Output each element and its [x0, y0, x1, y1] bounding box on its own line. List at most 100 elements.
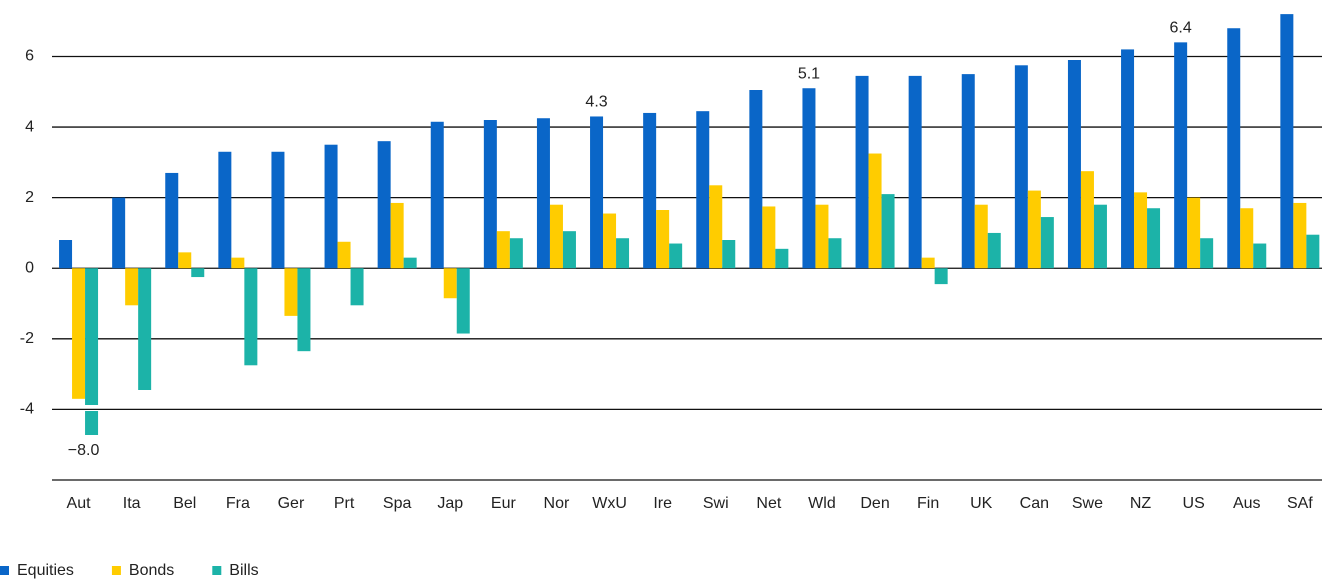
bar: [696, 111, 710, 269]
legend-swatch: [111, 566, 121, 575]
bar: [656, 210, 670, 269]
bar: [125, 268, 139, 306]
x-tick-label: Eur: [491, 495, 517, 512]
bar: [1253, 243, 1267, 269]
y-tick-label: 0: [25, 259, 34, 276]
x-tick-label: Aus: [1233, 495, 1261, 512]
bar: [961, 74, 975, 269]
bar: [165, 172, 179, 269]
bar: [1134, 192, 1148, 269]
x-tick-label: Prt: [334, 495, 355, 512]
bar: [1240, 208, 1254, 269]
bar: [1187, 197, 1201, 269]
bar: [403, 257, 417, 269]
bar: [722, 240, 736, 269]
bar: [430, 121, 444, 269]
bar: [855, 75, 869, 269]
bar: [669, 243, 683, 269]
bar: [881, 194, 895, 269]
x-tick-label: SAf: [1287, 495, 1313, 512]
bar: [390, 202, 404, 269]
x-tick-label: Swe: [1072, 495, 1103, 512]
bar: [337, 241, 351, 269]
legend-swatch: [0, 566, 9, 575]
bar: [218, 151, 232, 269]
value-label: −8.0: [68, 442, 100, 459]
y-tick-label: -4: [20, 401, 34, 418]
bar: [1147, 208, 1161, 269]
bar: [1027, 190, 1041, 269]
bar: [244, 268, 258, 366]
bar: [443, 268, 457, 299]
y-tick-label: -2: [20, 330, 34, 347]
bar: [549, 204, 563, 269]
bar: [1080, 171, 1094, 269]
x-tick-label: Can: [1020, 495, 1049, 512]
x-tick-label: Ire: [653, 495, 672, 512]
bar: [1174, 42, 1188, 269]
bar: [749, 90, 763, 269]
bar: [815, 204, 829, 269]
bar: [271, 151, 285, 269]
x-tick-label: UK: [970, 495, 993, 512]
x-tick-label: Bel: [173, 495, 196, 512]
x-tick-label: Aut: [67, 495, 92, 512]
bar: [297, 268, 311, 352]
bar: [616, 238, 630, 269]
bar: [231, 257, 245, 269]
bar: [1040, 217, 1054, 269]
bar: [562, 231, 576, 269]
bar: [934, 268, 948, 285]
bar: [178, 252, 192, 269]
x-tick-label: Fra: [226, 495, 250, 512]
bar: [59, 240, 73, 269]
bar: [1067, 60, 1081, 269]
bar: [191, 268, 205, 278]
legend-swatch: [212, 566, 222, 575]
x-tick-label: Fin: [917, 495, 939, 512]
bar: [1093, 204, 1107, 269]
y-tick-label: 4: [25, 118, 34, 135]
bar: [324, 144, 338, 269]
bar: [72, 268, 86, 399]
bar: [536, 118, 550, 269]
bar: [85, 268, 99, 435]
x-tick-label: Net: [756, 495, 781, 512]
legend-label: Bills: [229, 562, 258, 579]
bar: [802, 88, 816, 269]
bar: [908, 75, 922, 269]
bar: [483, 120, 497, 269]
x-tick-label: NZ: [1130, 495, 1152, 512]
bar: [974, 204, 988, 269]
x-tick-label: Wld: [808, 495, 836, 512]
bar: [456, 268, 470, 334]
bar: [1014, 65, 1028, 269]
legend-label: Bonds: [129, 562, 174, 579]
value-label: 6.4: [1170, 20, 1192, 37]
value-label: 5.1: [798, 65, 820, 82]
x-tick-label: US: [1183, 495, 1205, 512]
y-tick-label: 2: [25, 189, 34, 206]
x-tick-label: Spa: [383, 495, 412, 512]
x-tick-label: Swi: [703, 495, 729, 512]
bar: [590, 116, 604, 269]
bar: [921, 257, 935, 269]
y-tick-label: 6: [25, 48, 34, 65]
bar: [1121, 49, 1135, 269]
bar: [709, 185, 723, 269]
legend-label: Equities: [17, 562, 74, 579]
bar: [284, 268, 298, 316]
x-tick-label: Den: [860, 495, 889, 512]
bar: [1293, 202, 1307, 269]
x-tick-label: Ger: [278, 495, 305, 512]
bar: [762, 206, 776, 269]
bar: [603, 213, 617, 269]
bar: [643, 112, 657, 269]
bar: [1280, 14, 1294, 269]
bar: [775, 248, 789, 269]
bar: [138, 268, 152, 390]
bar-segment: [85, 411, 99, 435]
bar: [868, 153, 882, 269]
bar: [377, 141, 391, 269]
